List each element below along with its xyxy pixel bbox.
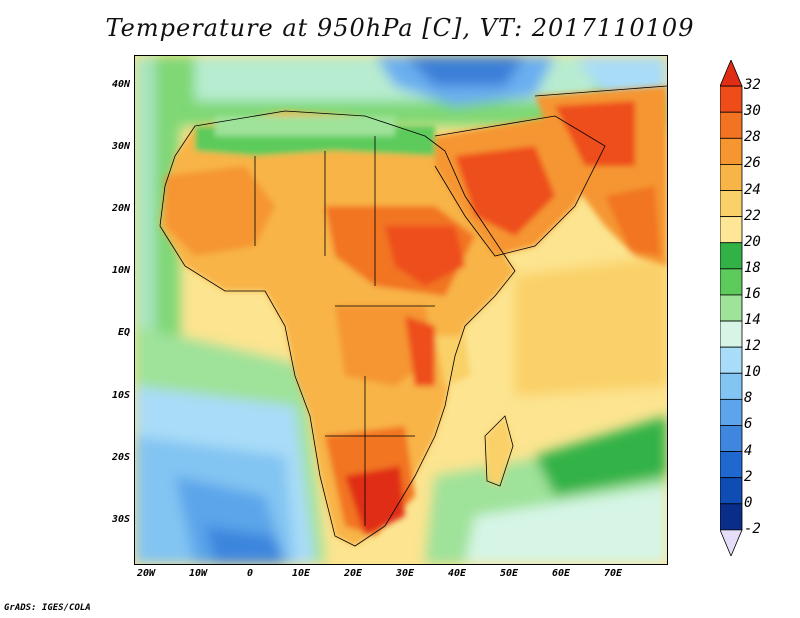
colorbar-level-label: 16 xyxy=(744,285,761,302)
colorbar-segment xyxy=(720,216,743,244)
lon-label-10w: 10W xyxy=(188,568,208,579)
colorbar-level-label: 4 xyxy=(744,442,753,459)
colorbar-segment xyxy=(720,137,743,165)
colorbar-level-label: 22 xyxy=(744,207,761,224)
colorbar-level-label: 12 xyxy=(744,338,761,355)
colorbar-level-label: 6 xyxy=(744,416,753,433)
colorbar-segment xyxy=(720,111,743,139)
colorbar-level-label: 0 xyxy=(744,494,753,511)
colorbar-segment xyxy=(720,164,743,191)
credit-text: GrADS: IGES/COLA xyxy=(4,603,91,613)
lat-label-40n: 40N xyxy=(111,79,130,90)
colorbar-segment xyxy=(720,346,743,374)
lon-label-40e: 40E xyxy=(447,568,467,579)
lat-label-20n: 20N xyxy=(111,203,130,214)
colorbar-level-label: 20 xyxy=(744,233,761,250)
lat-label-20s: 20S xyxy=(111,452,130,463)
lon-label-0: 0 xyxy=(246,568,254,579)
colorbar-level-label: 24 xyxy=(744,181,761,198)
lon-label-60e: 60E xyxy=(551,568,571,579)
colorbar-level-label: 8 xyxy=(744,390,753,407)
colorbar-segment xyxy=(720,85,743,113)
colorbar-arrow-bottom xyxy=(720,529,743,556)
colorbar-segment xyxy=(720,503,743,531)
lon-label-20e: 20E xyxy=(343,568,363,579)
madagascar xyxy=(485,416,513,486)
colorbar-segment xyxy=(720,451,743,479)
lat-label-30s: 30S xyxy=(111,514,130,525)
colorbar-segment xyxy=(720,242,743,270)
lat-label-30n: 30N xyxy=(111,141,130,152)
colorbar-level-label: 28 xyxy=(744,129,761,146)
temperature-map xyxy=(134,55,668,565)
lon-label-10e: 10E xyxy=(291,568,311,579)
colorbar-arrow-top xyxy=(720,60,743,87)
lat-label-eq: EQ xyxy=(117,327,130,338)
colorbar-level-label: 18 xyxy=(744,259,761,276)
colorbar-segment xyxy=(720,477,743,505)
colorbar-segment xyxy=(720,372,743,400)
colorbar-level-label: 30 xyxy=(744,103,761,120)
lon-label-50e: 50E xyxy=(499,568,519,579)
colorbar-segment xyxy=(720,294,743,322)
colorbar-level-label: -2 xyxy=(744,520,761,537)
colorbar-segment xyxy=(720,425,743,452)
colorbar-segment xyxy=(720,320,743,348)
lon-label-70e: 70E xyxy=(603,568,623,579)
colorbar xyxy=(720,60,743,556)
lat-label-10s: 10S xyxy=(111,390,130,401)
lon-label-20w: 20W xyxy=(136,568,156,579)
colorbar-segment xyxy=(720,268,743,296)
colorbar-level-label: 10 xyxy=(744,364,761,381)
lat-label-10n: 10N xyxy=(111,265,130,276)
colorbar-level-label: 2 xyxy=(744,468,753,485)
colorbar-level-label: 32 xyxy=(744,77,761,94)
colorbar-segment xyxy=(720,398,743,426)
map-title: Temperature at 950hPa [C], VT: 201711010… xyxy=(105,14,695,42)
colorbar-level-label: 26 xyxy=(744,155,761,172)
lon-label-30e: 30E xyxy=(395,568,415,579)
colorbar-segment xyxy=(720,190,743,218)
colorbar-level-label: 14 xyxy=(744,312,761,329)
